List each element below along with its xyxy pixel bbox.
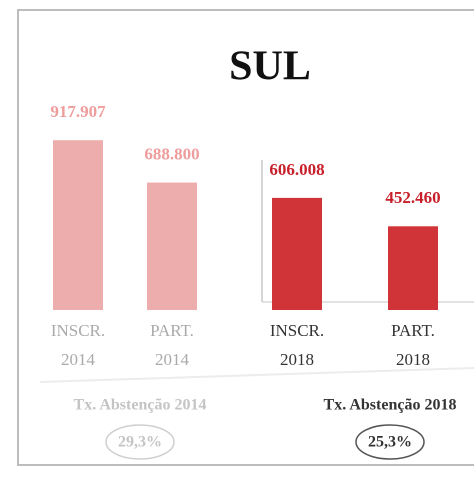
value-label: 452.460 xyxy=(385,188,440,207)
rate-label: 25,3% xyxy=(368,434,412,451)
x-tick-label: PART. 2014 xyxy=(150,321,194,369)
rate-label: 29,3% xyxy=(118,434,162,451)
separator xyxy=(39,367,474,383)
x-tick-label: INSCR. 2014 xyxy=(50,321,106,369)
value-label: 688.800 xyxy=(144,144,199,163)
value-label: 917.907 xyxy=(50,102,106,121)
rate-ellipse xyxy=(355,424,425,460)
value-label: 606.008 xyxy=(269,160,324,179)
annotation-title: Tx. Abstenção 2018 xyxy=(324,397,457,414)
bar xyxy=(53,140,103,310)
x-tick-label: PART. 2018 xyxy=(391,321,435,369)
chart-title: SUL xyxy=(229,44,311,90)
bar xyxy=(388,226,438,310)
bar xyxy=(272,197,322,310)
rate-ellipse xyxy=(105,424,175,460)
annotation-title: Tx. Abstenção 2014 xyxy=(74,397,207,414)
bar xyxy=(147,182,197,310)
x-tick-label: INSCR. 2018 xyxy=(269,321,325,369)
